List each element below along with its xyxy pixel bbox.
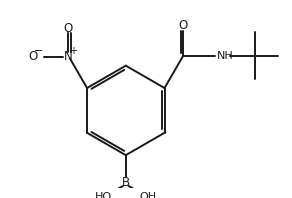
Text: B: B xyxy=(122,175,130,188)
Text: +: + xyxy=(69,46,77,56)
Text: O: O xyxy=(64,22,73,35)
Text: NH: NH xyxy=(216,50,233,61)
Text: O: O xyxy=(179,19,188,32)
Text: −: − xyxy=(34,46,43,56)
Text: HO: HO xyxy=(95,192,112,198)
Text: O: O xyxy=(28,50,38,63)
Text: N: N xyxy=(64,50,73,63)
Text: OH: OH xyxy=(140,192,157,198)
